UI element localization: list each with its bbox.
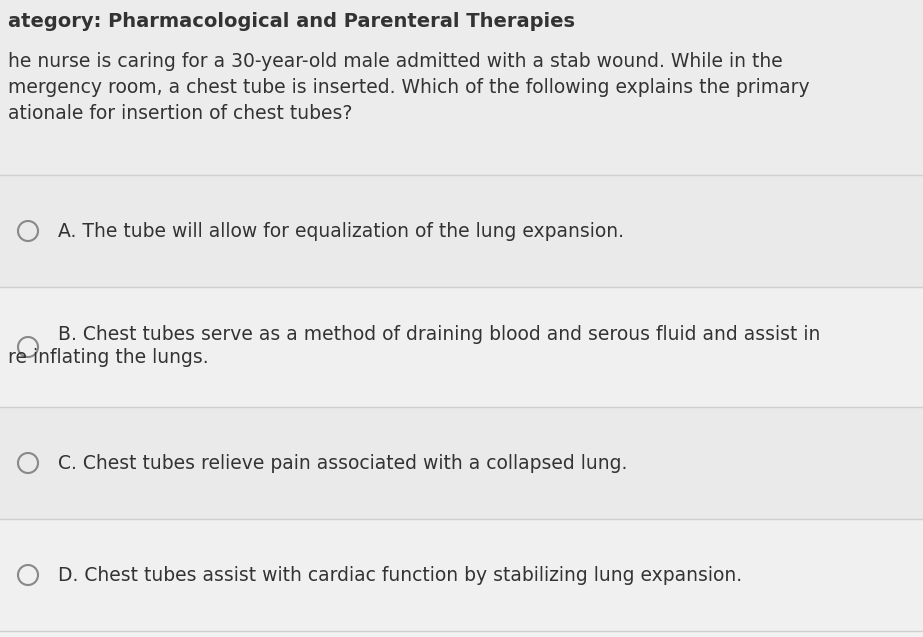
Text: ationale for insertion of chest tubes?: ationale for insertion of chest tubes? xyxy=(8,104,353,123)
Bar xyxy=(0,175,923,287)
Text: C. Chest tubes relieve pain associated with a collapsed lung.: C. Chest tubes relieve pain associated w… xyxy=(58,454,628,473)
Bar xyxy=(0,519,923,631)
Text: he nurse is caring for a 30-year-old male admitted with a stab wound. While in t: he nurse is caring for a 30-year-old mal… xyxy=(8,52,783,71)
Text: D. Chest tubes assist with cardiac function by stabilizing lung expansion.: D. Chest tubes assist with cardiac funct… xyxy=(58,566,742,585)
Bar xyxy=(0,0,923,175)
Text: A. The tube will allow for equalization of the lung expansion.: A. The tube will allow for equalization … xyxy=(58,222,624,241)
Bar xyxy=(0,631,923,637)
Text: re inflating the lungs.: re inflating the lungs. xyxy=(8,348,209,367)
Text: ategory: Pharmacological and Parenteral Therapies: ategory: Pharmacological and Parenteral … xyxy=(8,12,575,31)
Text: B. Chest tubes serve as a method of draining blood and serous fluid and assist i: B. Chest tubes serve as a method of drai… xyxy=(58,325,821,344)
Bar xyxy=(0,407,923,519)
Bar xyxy=(0,287,923,407)
Text: mergency room, a chest tube is inserted. Which of the following explains the pri: mergency room, a chest tube is inserted.… xyxy=(8,78,809,97)
